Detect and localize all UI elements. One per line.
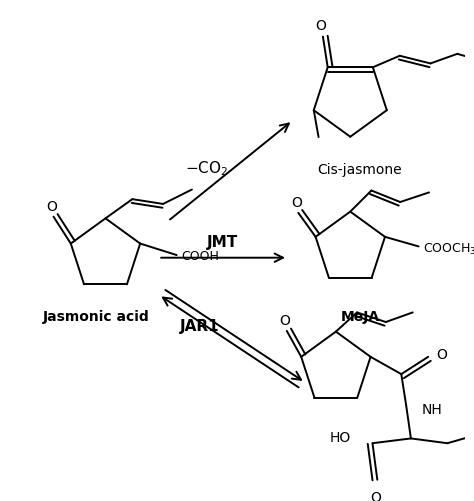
Text: $-$CO$_2$: $-$CO$_2$ xyxy=(185,159,228,178)
Text: HO: HO xyxy=(330,431,351,445)
Text: COOCH$_3$: COOCH$_3$ xyxy=(423,242,474,257)
Text: O: O xyxy=(46,200,57,214)
Text: O: O xyxy=(280,314,290,328)
Text: Cis-jasmone: Cis-jasmone xyxy=(318,163,402,177)
Text: JMT: JMT xyxy=(207,235,238,250)
Text: O: O xyxy=(436,348,447,362)
Text: O: O xyxy=(370,491,381,501)
Text: NH: NH xyxy=(421,403,442,417)
Text: COOH: COOH xyxy=(182,250,219,264)
Text: Jasmonic acid: Jasmonic acid xyxy=(43,310,149,324)
Text: MeJA: MeJA xyxy=(340,310,380,324)
Text: JAR1: JAR1 xyxy=(180,319,219,334)
Text: O: O xyxy=(291,196,302,210)
Text: O: O xyxy=(316,19,327,33)
